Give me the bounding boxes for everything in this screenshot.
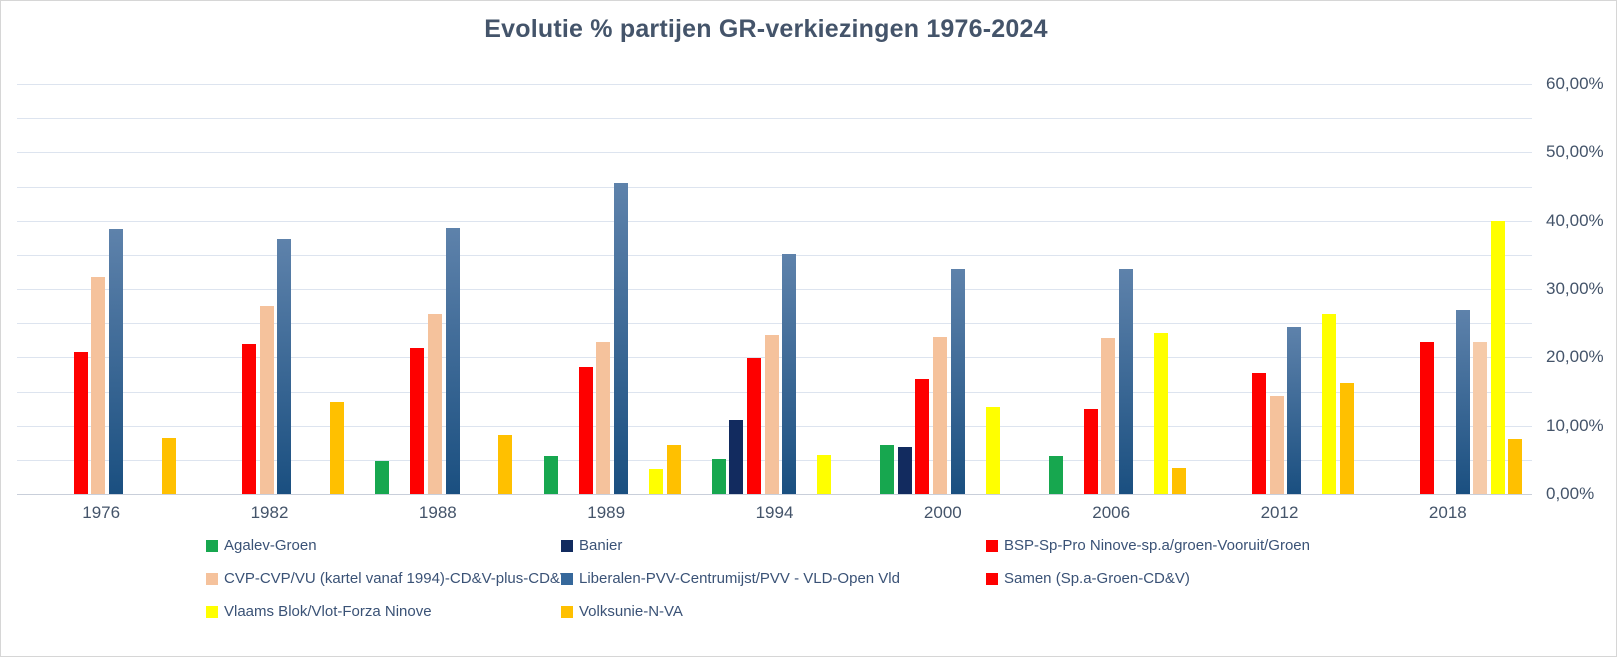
bar-1976-series3 (73, 351, 88, 494)
bar-1988-series4 (427, 313, 442, 494)
x-axis-category-label: 1994 (755, 503, 794, 522)
y-axis-tick-label: 60,00% (1546, 74, 1604, 93)
x-axis-category-label: 1982 (250, 503, 289, 522)
bar-1989-series1 (543, 456, 558, 494)
bar-2000-series3 (915, 379, 930, 494)
bar-2000-series5 (950, 268, 965, 494)
bar-1994-series1 (711, 459, 726, 494)
bar-2018-series6 (1473, 342, 1488, 494)
bar-2006-series1 (1048, 455, 1063, 494)
bar-1994-series4 (764, 335, 779, 494)
x-axis-category-label: 1976 (82, 503, 121, 522)
bar-2012-series5 (1287, 327, 1302, 494)
bar-2000-series4 (932, 336, 947, 494)
bar-2000-series7 (985, 407, 1000, 494)
bar-1988-series5 (445, 228, 460, 494)
bar-1994-series2 (729, 420, 744, 494)
bar-2018-series5 (1455, 309, 1470, 494)
bar-1982-series5 (277, 239, 292, 494)
bar-2006-series7 (1154, 333, 1169, 494)
bar-1989-series3 (578, 366, 593, 494)
bar-1989-series5 (613, 183, 628, 494)
bar-1976-series5 (108, 228, 123, 494)
bar-1994-series5 (782, 254, 797, 494)
y-axis-tick-label: 30,00% (1546, 279, 1604, 298)
bar-2000-series1 (880, 445, 895, 494)
bar-2018-series7 (1490, 220, 1505, 494)
bar-2018-series8 (1508, 439, 1523, 494)
gridline (17, 152, 1532, 153)
x-axis-category-label: 2006 (1092, 503, 1131, 522)
bar-1988-series1 (375, 460, 390, 494)
bar-1994-series3 (747, 358, 762, 494)
bar-2006-series5 (1118, 268, 1133, 494)
y-axis-tick-label: 50,00% (1546, 142, 1604, 162)
bar-1994-series7 (817, 455, 832, 494)
bar-2012-series4 (1269, 395, 1284, 494)
bar-1989-series4 (596, 342, 611, 494)
chart-title: Evolutie % partijen GR-verkiezingen 1976… (484, 15, 1048, 43)
gridline (17, 289, 1532, 290)
x-axis-line (17, 494, 1532, 495)
bar-1989-series7 (649, 468, 664, 494)
bar-1982-series8 (330, 401, 345, 494)
bar-1982-series4 (259, 306, 274, 494)
bar-2000-series2 (897, 446, 912, 494)
bar-2018-series3 (1420, 341, 1435, 494)
x-axis-category-label: 2000 (923, 503, 962, 522)
bar-2012-series3 (1252, 373, 1267, 494)
x-axis-category-label: 2012 (1260, 503, 1299, 522)
y-axis-tick-label: 20,00% (1546, 347, 1604, 367)
bar-2006-series8 (1171, 468, 1186, 494)
x-axis-category-label: 1988 (418, 503, 457, 522)
bar-1976-series4 (91, 276, 106, 494)
bar-1989-series8 (666, 444, 681, 494)
gridline (17, 84, 1532, 85)
gridline (17, 323, 1532, 324)
bar-1982-series3 (242, 344, 257, 494)
bar-1988-series8 (498, 435, 513, 494)
y-axis-tick-label: 40,00% (1546, 210, 1604, 230)
gridline (17, 118, 1532, 119)
x-axis-category-label: 2018 (1428, 503, 1467, 522)
y-axis-tick-label: 0,00% (1546, 484, 1595, 503)
gridline (17, 187, 1532, 188)
x-axis-category-label: 1989 (587, 503, 626, 522)
bar-2006-series3 (1083, 409, 1098, 494)
bar-2012-series8 (1340, 383, 1355, 494)
bar-1976-series8 (161, 437, 176, 494)
bar-2012-series7 (1322, 313, 1337, 494)
y-axis-tick-label: 10,00% (1546, 415, 1604, 435)
gridline (17, 255, 1532, 256)
bar-2006-series4 (1101, 337, 1116, 494)
gridline (17, 221, 1532, 222)
bar-1988-series3 (410, 348, 425, 494)
